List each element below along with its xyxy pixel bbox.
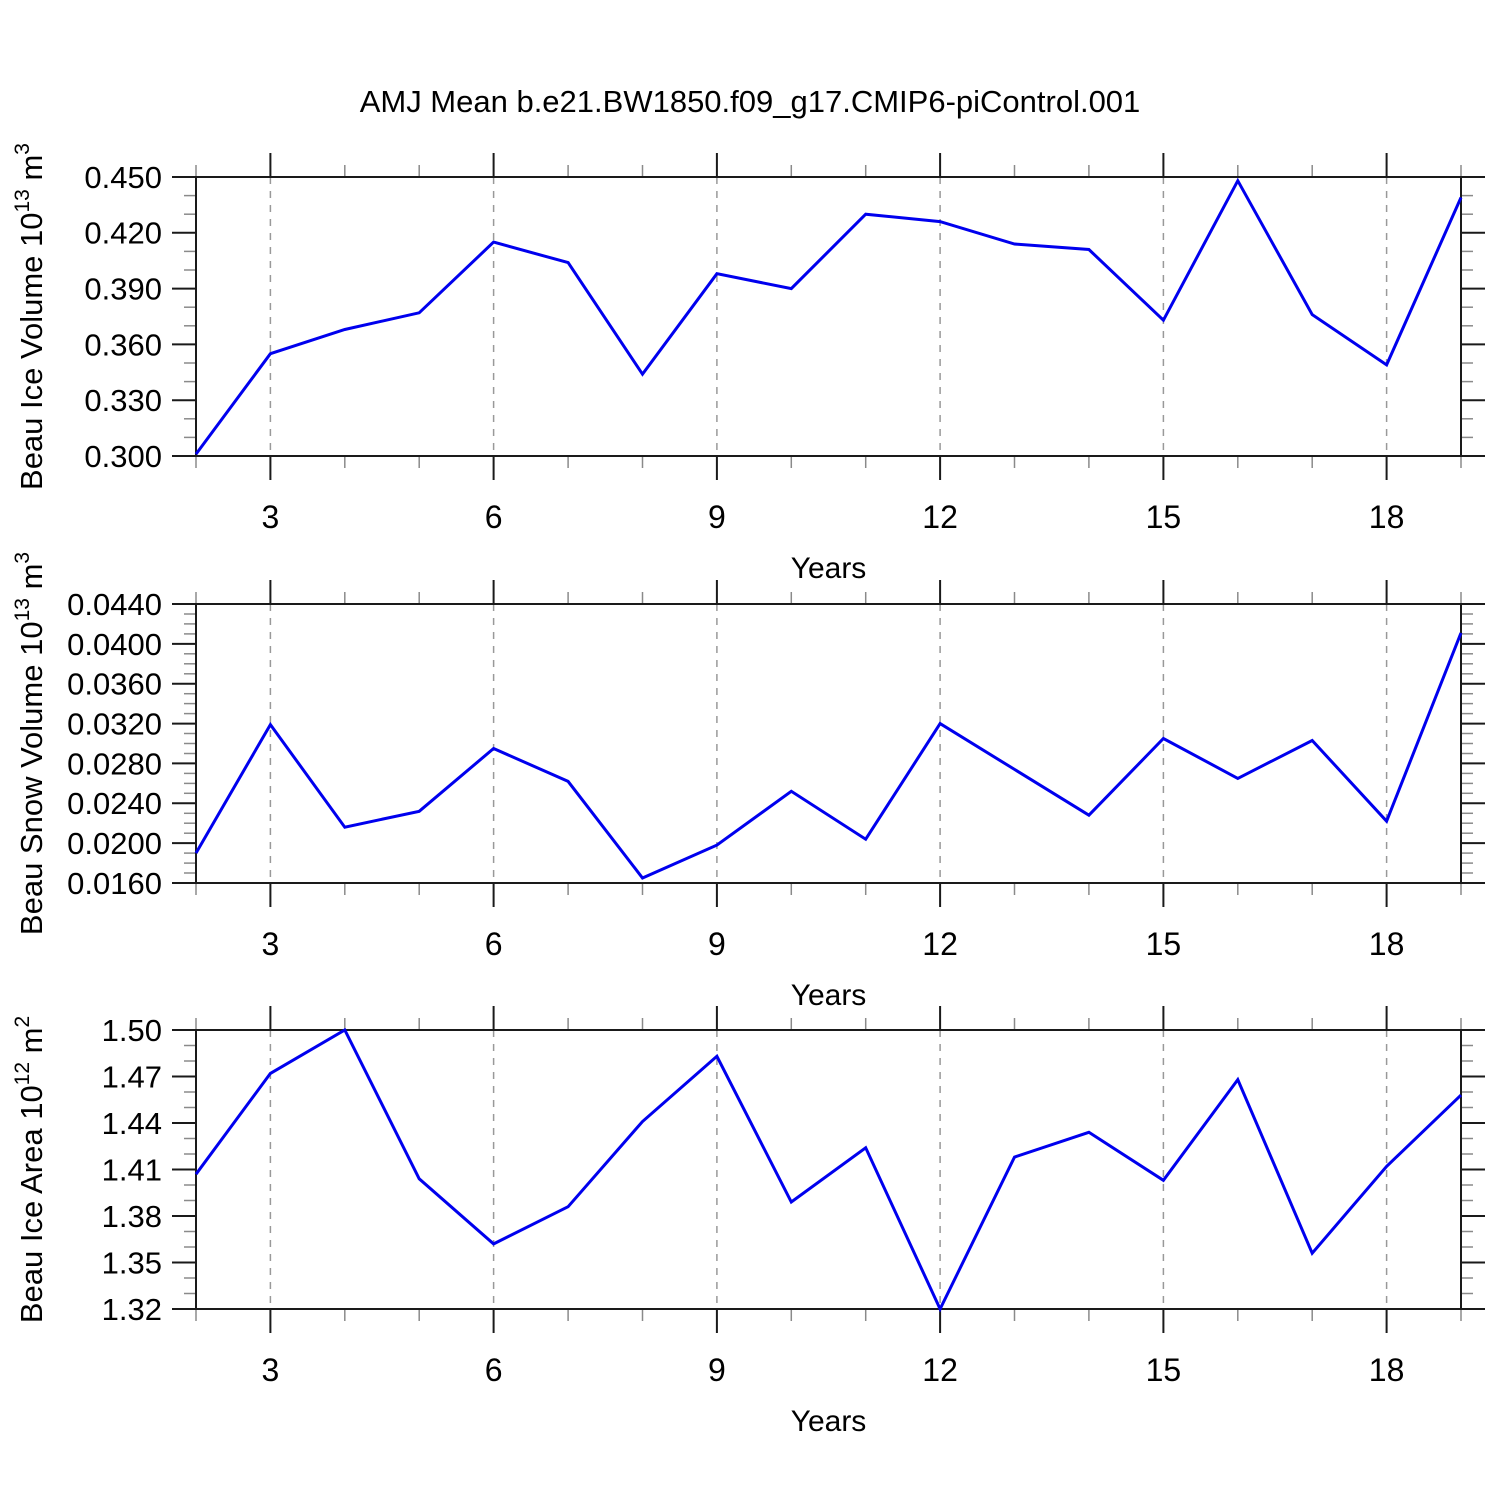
x-tick-label: 9: [708, 499, 726, 535]
y-tick-label: 0.0320: [67, 706, 162, 741]
y-tick-label: 0.0400: [67, 627, 162, 662]
plot-frame: [195, 176, 1462, 457]
x-tick-label: 3: [262, 499, 280, 535]
y-tick-label: 1.41: [102, 1152, 162, 1187]
x-axis-title: Years: [791, 1405, 867, 1438]
y-tick-label: 0.330: [84, 383, 162, 418]
x-tick-label: 18: [1369, 499, 1405, 535]
y-tick-label: 0.0240: [67, 786, 162, 821]
y-tick-label: 0.360: [84, 327, 162, 362]
chart-title: AMJ Mean b.e21.BW1850.f09_g17.CMIP6-piCo…: [359, 84, 1141, 119]
x-tick-label: 12: [922, 926, 958, 962]
x-tick-label: 15: [1146, 1352, 1182, 1388]
subplot-beau-ice-area: 3 6 9 12 15 18 1.32 1.35 1.38 1.41 1.44 1.47 1.50 Yea…: [11, 1006, 1485, 1438]
plot-frame: [195, 603, 1462, 884]
subplot-beau-snow-volume: 3 6 9 12 15 18 0.0160 0.0200 0.0240 0.0280 0.0320 0…: [11, 552, 1485, 1012]
x-axis-title: Years: [791, 552, 867, 585]
x-tick-label: 3: [262, 1352, 280, 1388]
y-axis-title: Beau Ice Area 1012 m2: [11, 1016, 49, 1323]
y-tick-label: 0.0440: [67, 587, 162, 622]
y-tick-label: 0.300: [84, 439, 162, 474]
y-tick-label: 0.0360: [67, 667, 162, 702]
y-axis-title: Beau Snow Volume 1013 m3: [11, 552, 49, 935]
y-axis-title: Beau Ice Volume 1013 m3: [11, 143, 49, 490]
x-tick-label: 18: [1369, 926, 1405, 962]
x-tick-label: 9: [708, 1352, 726, 1388]
line-series-beau-snow-volume: [194, 632, 1463, 880]
y-tick-label: 0.0200: [67, 826, 162, 861]
y-tick-label: 0.0160: [67, 866, 162, 901]
x-tick-label: 9: [708, 926, 726, 962]
y-tick-label: 1.35: [102, 1245, 162, 1280]
y-tick-label: 0.0280: [67, 746, 162, 781]
y-tick-label: 1.50: [102, 1013, 162, 1048]
subplot-beau-ice-volume: 3 6 9 12 15 18 0.300 0.330 0.360 0.390 0.420 0.450 Y…: [11, 143, 1485, 585]
x-tick-label: 15: [1146, 926, 1182, 962]
y-tick-label: 1.44: [102, 1106, 162, 1141]
y-tick-label: 0.450: [84, 160, 162, 195]
x-tick-label: 6: [485, 926, 503, 962]
x-tick-label: 3: [262, 926, 280, 962]
y-tick-label: 1.32: [102, 1292, 162, 1327]
x-tick-label: 12: [922, 1352, 958, 1388]
x-tick-label: 15: [1146, 499, 1182, 535]
y-tick-label: 0.420: [84, 216, 162, 251]
plot-frame: [195, 1029, 1462, 1310]
x-tick-label: 12: [922, 499, 958, 535]
x-tick-label: 6: [485, 1352, 503, 1388]
line-series-beau-ice-volume: [194, 177, 1463, 455]
x-tick-label: 6: [485, 499, 503, 535]
y-tick-label: 0.390: [84, 271, 162, 306]
x-tick-label: 18: [1369, 1352, 1405, 1388]
y-tick-label: 1.38: [102, 1199, 162, 1234]
line-series-beau-ice-area: [194, 1027, 1463, 1313]
x-axis-title: Years: [791, 979, 867, 1012]
y-tick-label: 1.47: [102, 1059, 162, 1094]
